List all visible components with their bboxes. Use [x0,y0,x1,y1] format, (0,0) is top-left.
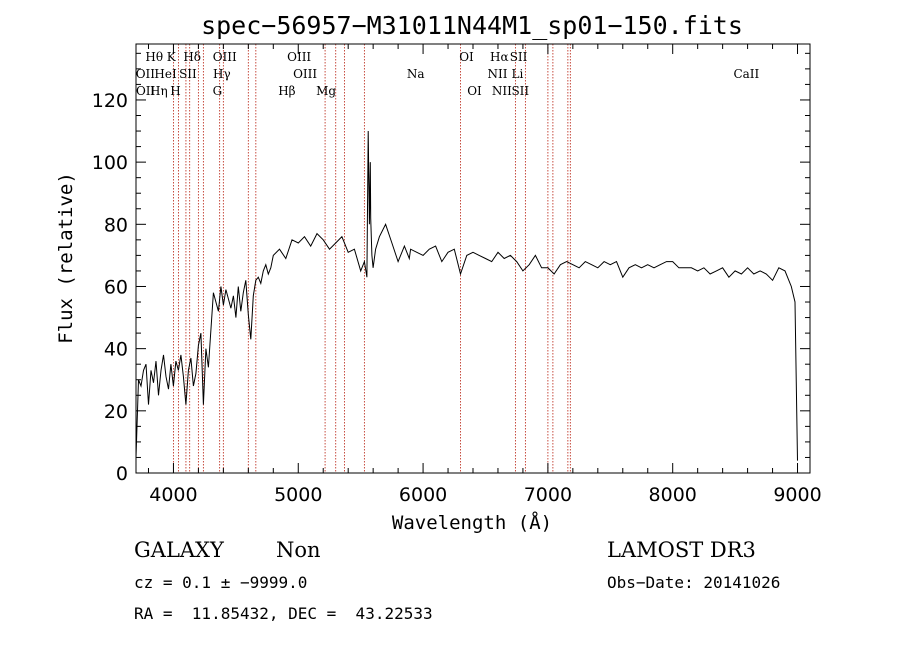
x-tick-label-5: 9000 [773,484,821,506]
emission-line-label-9: HeI [154,67,177,81]
emission-line-label-17: OII [136,84,156,98]
y-tick-label-2: 40 [104,339,128,361]
y-tick-label-0: 0 [116,463,128,485]
emission-line-label-10: SII [179,67,197,81]
x-tick-label-2: 6000 [399,484,447,506]
observation-date: Obs−Date: 20141026 [607,573,781,592]
object-class: GALAXY [134,538,224,562]
emission-line-markers [172,44,571,473]
x-tick-label-3: 7000 [524,484,572,506]
emission-line-label-25: SII [511,84,529,98]
chart-title: spec−56957−M31011N44M1_sp01−150.fits [201,11,743,40]
emission-line-label-5: OI [459,50,474,64]
emission-line-label-4: OIII [287,50,311,64]
y-tick-label-5: 100 [92,152,128,174]
y-axis-label: Flux (relative) [55,172,77,344]
emission-line-label-23: OI [467,84,482,98]
y-tick-label-1: 20 [104,401,128,423]
emission-line-label-24: NII [492,84,512,98]
emission-line-label-3: OIII [213,50,237,64]
x-tick-label-4: 8000 [649,484,697,506]
x-tick-label-1: 5000 [274,484,322,506]
emission-line-label-7: SII [510,50,528,64]
emission-line-label-15: Li [512,67,524,81]
emission-line-label-12: OIII [293,67,317,81]
axes: 4000 5000 6000 7000 8000 9000 0 20 40 60 80 100 120 [92,44,822,506]
emission-line-label-6: Hα [490,50,509,64]
emission-line-label-14: NII [487,67,507,81]
emission-line-label-16: CaII [733,67,759,81]
plot-frame [135,43,811,474]
y-tick-label-4: 80 [104,214,128,236]
emission-line-label-0: Hθ [145,50,163,64]
emission-line-label-2: Hδ [183,50,201,64]
emission-line-label-18: Hη [150,84,168,98]
emission-line-label-8: OII [136,67,156,81]
redshift-line: cz = 0.1 ± −9999.0 [134,573,308,592]
emission-line-label-11: Hγ [213,67,231,81]
object-subclass: Non [276,538,321,562]
x-tick-label-0: 4000 [149,484,197,506]
survey-name: LAMOST DR3 [607,538,756,562]
emission-line-label-1: K [167,50,177,64]
emission-line-label-19: H [170,84,180,98]
x-axis-label: Wavelength (Å) [392,511,552,534]
emission-line-label-20: G [213,84,223,98]
spectrum-line [135,130,798,461]
y-tick-label-3: 60 [104,276,128,298]
emission-line-label-21: Hβ [278,84,295,98]
emission-line-label-13: Na [407,67,425,81]
y-tick-label-6: 120 [92,90,128,112]
coordinates: RA = 11.85432, DEC = 43.22533 [134,604,433,623]
emission-line-label-22: Mg [316,84,336,98]
